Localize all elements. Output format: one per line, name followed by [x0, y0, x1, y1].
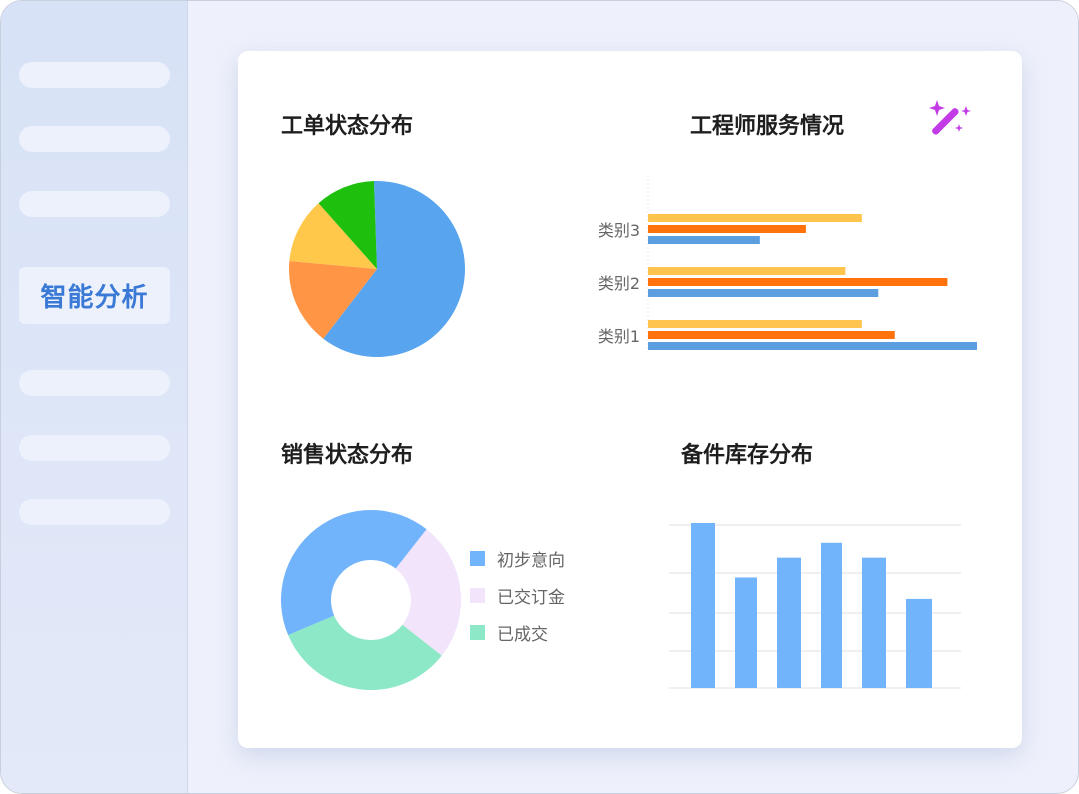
bar [821, 542, 842, 688]
ticket-status-title: 工单状态分布 [281, 114, 414, 139]
pie-slice [289, 203, 377, 269]
bar [648, 320, 862, 328]
category-label: 类别3 [598, 221, 640, 240]
bar [648, 289, 879, 297]
parts-inventory-title: 备件库存分布 [681, 443, 814, 468]
donut-slice [288, 615, 442, 690]
sidebar-item-placeholder[interactable] [19, 435, 170, 461]
bar [691, 523, 715, 688]
bar [648, 342, 977, 350]
magic-wand-icon[interactable] [929, 100, 971, 136]
legend-item: 已成交 [470, 620, 548, 645]
legend-label: 初步意向 [497, 551, 565, 571]
donut-slice [281, 509, 427, 636]
bar [862, 557, 886, 688]
bar [648, 225, 806, 233]
engineer-service-title: 工程师服务情况 [690, 114, 845, 139]
category-label: 类别1 [598, 327, 640, 346]
sales-status-title: 销售状态分布 [281, 443, 414, 468]
bar [648, 278, 948, 286]
bar [648, 267, 846, 275]
legend-label: 已交订金 [497, 588, 565, 608]
sidebar-item-smart-analysis[interactable]: 智能分析 [19, 267, 170, 324]
legend-item: 已交订金 [470, 583, 565, 608]
bar [777, 557, 801, 688]
bar [648, 236, 760, 244]
dashboard-card [238, 51, 1022, 748]
donut-slice [395, 529, 461, 656]
legend-label: 已成交 [497, 625, 548, 645]
bar [906, 598, 932, 688]
sidebar-item-placeholder[interactable] [19, 126, 170, 152]
sidebar: 智能分析 [1, 1, 188, 793]
pie-slice [318, 181, 377, 269]
sidebar-item-placeholder[interactable] [19, 62, 170, 88]
legend-item: 初步意向 [470, 546, 565, 571]
legend-swatch [470, 625, 485, 640]
pie-slice [323, 180, 465, 357]
sidebar-item-placeholder[interactable] [19, 191, 170, 217]
sidebar-item-placeholder[interactable] [19, 499, 170, 525]
bar [648, 214, 862, 222]
sidebar-item-placeholder[interactable] [19, 370, 170, 396]
bar [735, 577, 757, 688]
bar [648, 331, 895, 339]
category-label: 类别2 [598, 274, 640, 293]
legend-swatch [470, 588, 485, 603]
legend-swatch [470, 551, 485, 566]
pie-slice [289, 261, 377, 339]
